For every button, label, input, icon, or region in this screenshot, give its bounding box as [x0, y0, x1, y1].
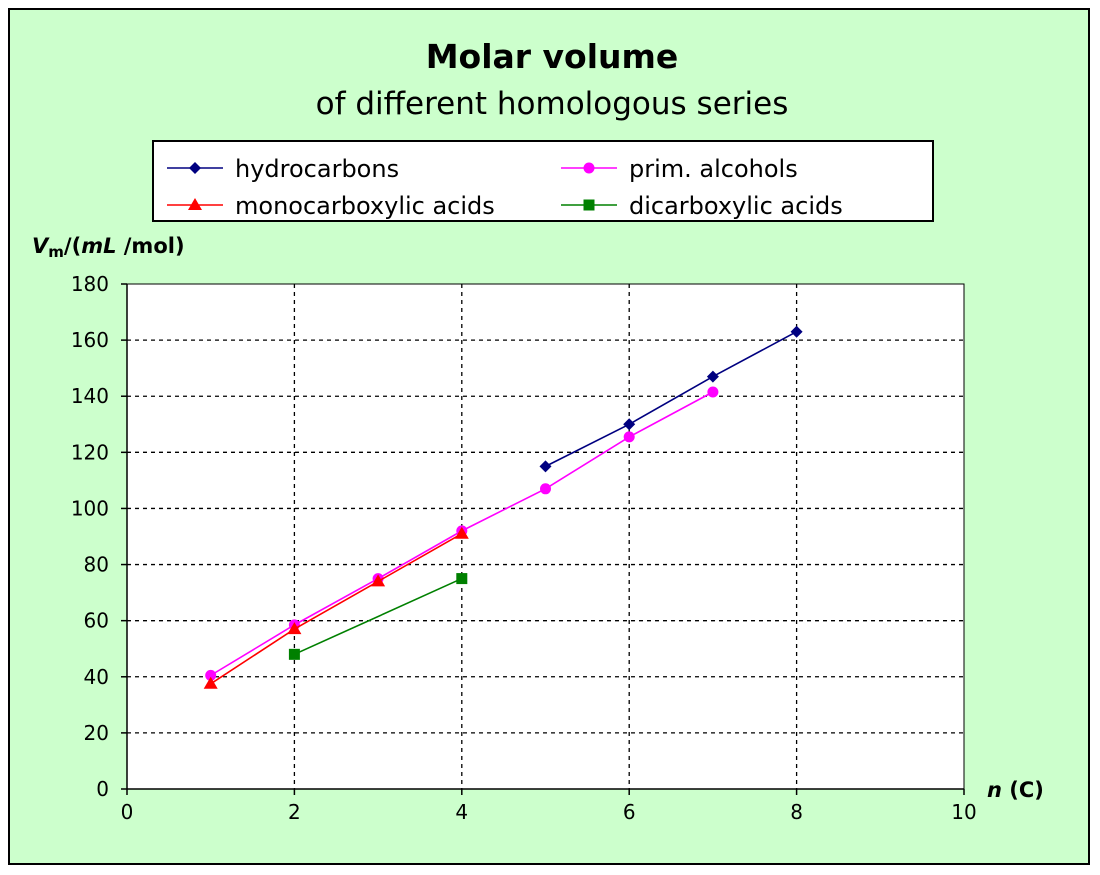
chart: Molar volume of different homologous ser… — [32, 37, 1044, 824]
data-point — [288, 648, 300, 660]
legend-label: dicarboxylic acids — [629, 192, 843, 220]
series-hydrocarbons — [539, 325, 803, 473]
y-tick-label: 100 — [71, 496, 109, 520]
y-axis-unit-var: mL — [81, 234, 116, 258]
data-point — [371, 574, 386, 587]
legend-marker — [188, 198, 202, 210]
y-tick-label: 60 — [84, 609, 109, 633]
series-dicarboxylic-acids — [288, 573, 468, 660]
x-axis-var: n — [987, 778, 1002, 802]
y-axis-sub: m — [48, 243, 64, 261]
legend-box — [152, 140, 934, 222]
y-tick-label: 0 — [96, 777, 109, 801]
y-tick-label: 140 — [71, 384, 109, 408]
series-layer — [203, 325, 803, 689]
series-line — [294, 577, 463, 656]
legend-marker — [583, 199, 595, 211]
data-point — [205, 669, 217, 681]
chart-subtitle: of different homologous series — [316, 86, 789, 122]
legend-label: hydrocarbons — [235, 155, 399, 183]
x-tick-label: 2 — [288, 800, 301, 824]
x-axis-space — [1002, 778, 1009, 802]
y-tick-label: 120 — [71, 440, 109, 464]
x-tick-label: 0 — [121, 800, 134, 824]
plot-area — [126, 283, 965, 790]
data-point — [454, 526, 469, 539]
y-tick-labels: 0 20 40 60 80 100 120 140 160 180 — [71, 272, 109, 801]
y-axis-label: Vm/(mL /mol) — [32, 234, 185, 261]
data-point — [203, 676, 218, 689]
x-axis-unit: (C) — [1009, 778, 1044, 802]
data-point — [287, 622, 302, 635]
y-tick-label: 20 — [84, 721, 109, 745]
data-point — [707, 386, 719, 398]
series-line — [210, 532, 463, 685]
y-axis-unit-rest: /mol) — [116, 234, 184, 258]
data-point — [706, 370, 719, 383]
chart-title: Molar volume — [426, 37, 679, 76]
x-axis-label: n (C) — [987, 778, 1044, 802]
data-point — [623, 418, 636, 431]
legend-entry: prim. alcohols — [561, 155, 798, 183]
data-point — [623, 431, 635, 443]
x-tick-labels: 0 2 4 6 8 10 — [121, 800, 977, 824]
legend-label: monocarboxylic acids — [235, 192, 495, 220]
data-point — [539, 460, 552, 473]
axes — [121, 283, 965, 795]
data-point — [456, 573, 468, 585]
legend-entry: monocarboxylic acids — [167, 192, 495, 220]
legend: hydrocarbons prim. alcohols monocarboxylic… — [152, 140, 934, 222]
data-point — [540, 483, 551, 495]
y-tick-label: 180 — [71, 272, 109, 296]
legend-entry: hydrocarbons — [167, 155, 399, 183]
x-tick-label: 8 — [790, 800, 803, 824]
grid — [127, 284, 964, 789]
y-axis-open: /( — [64, 234, 81, 258]
series-monocarboxylic-acids — [203, 526, 469, 689]
chart-frame: Molar volume of different homologous ser… — [8, 8, 1090, 865]
legend-marker — [583, 162, 595, 174]
legend-marker — [189, 162, 201, 174]
x-tick-label: 4 — [455, 800, 468, 824]
y-axis-var: V — [32, 234, 50, 258]
y-tick-label: 160 — [71, 328, 109, 352]
series-line — [545, 330, 797, 468]
y-tick-label: 40 — [84, 665, 109, 689]
data-point — [790, 325, 803, 338]
legend-label: prim. alcohols — [629, 155, 798, 183]
x-tick-label: 10 — [951, 800, 976, 824]
y-tick-label: 80 — [84, 553, 109, 577]
x-tick-label: 6 — [623, 800, 636, 824]
legend-entry: dicarboxylic acids — [561, 192, 843, 220]
